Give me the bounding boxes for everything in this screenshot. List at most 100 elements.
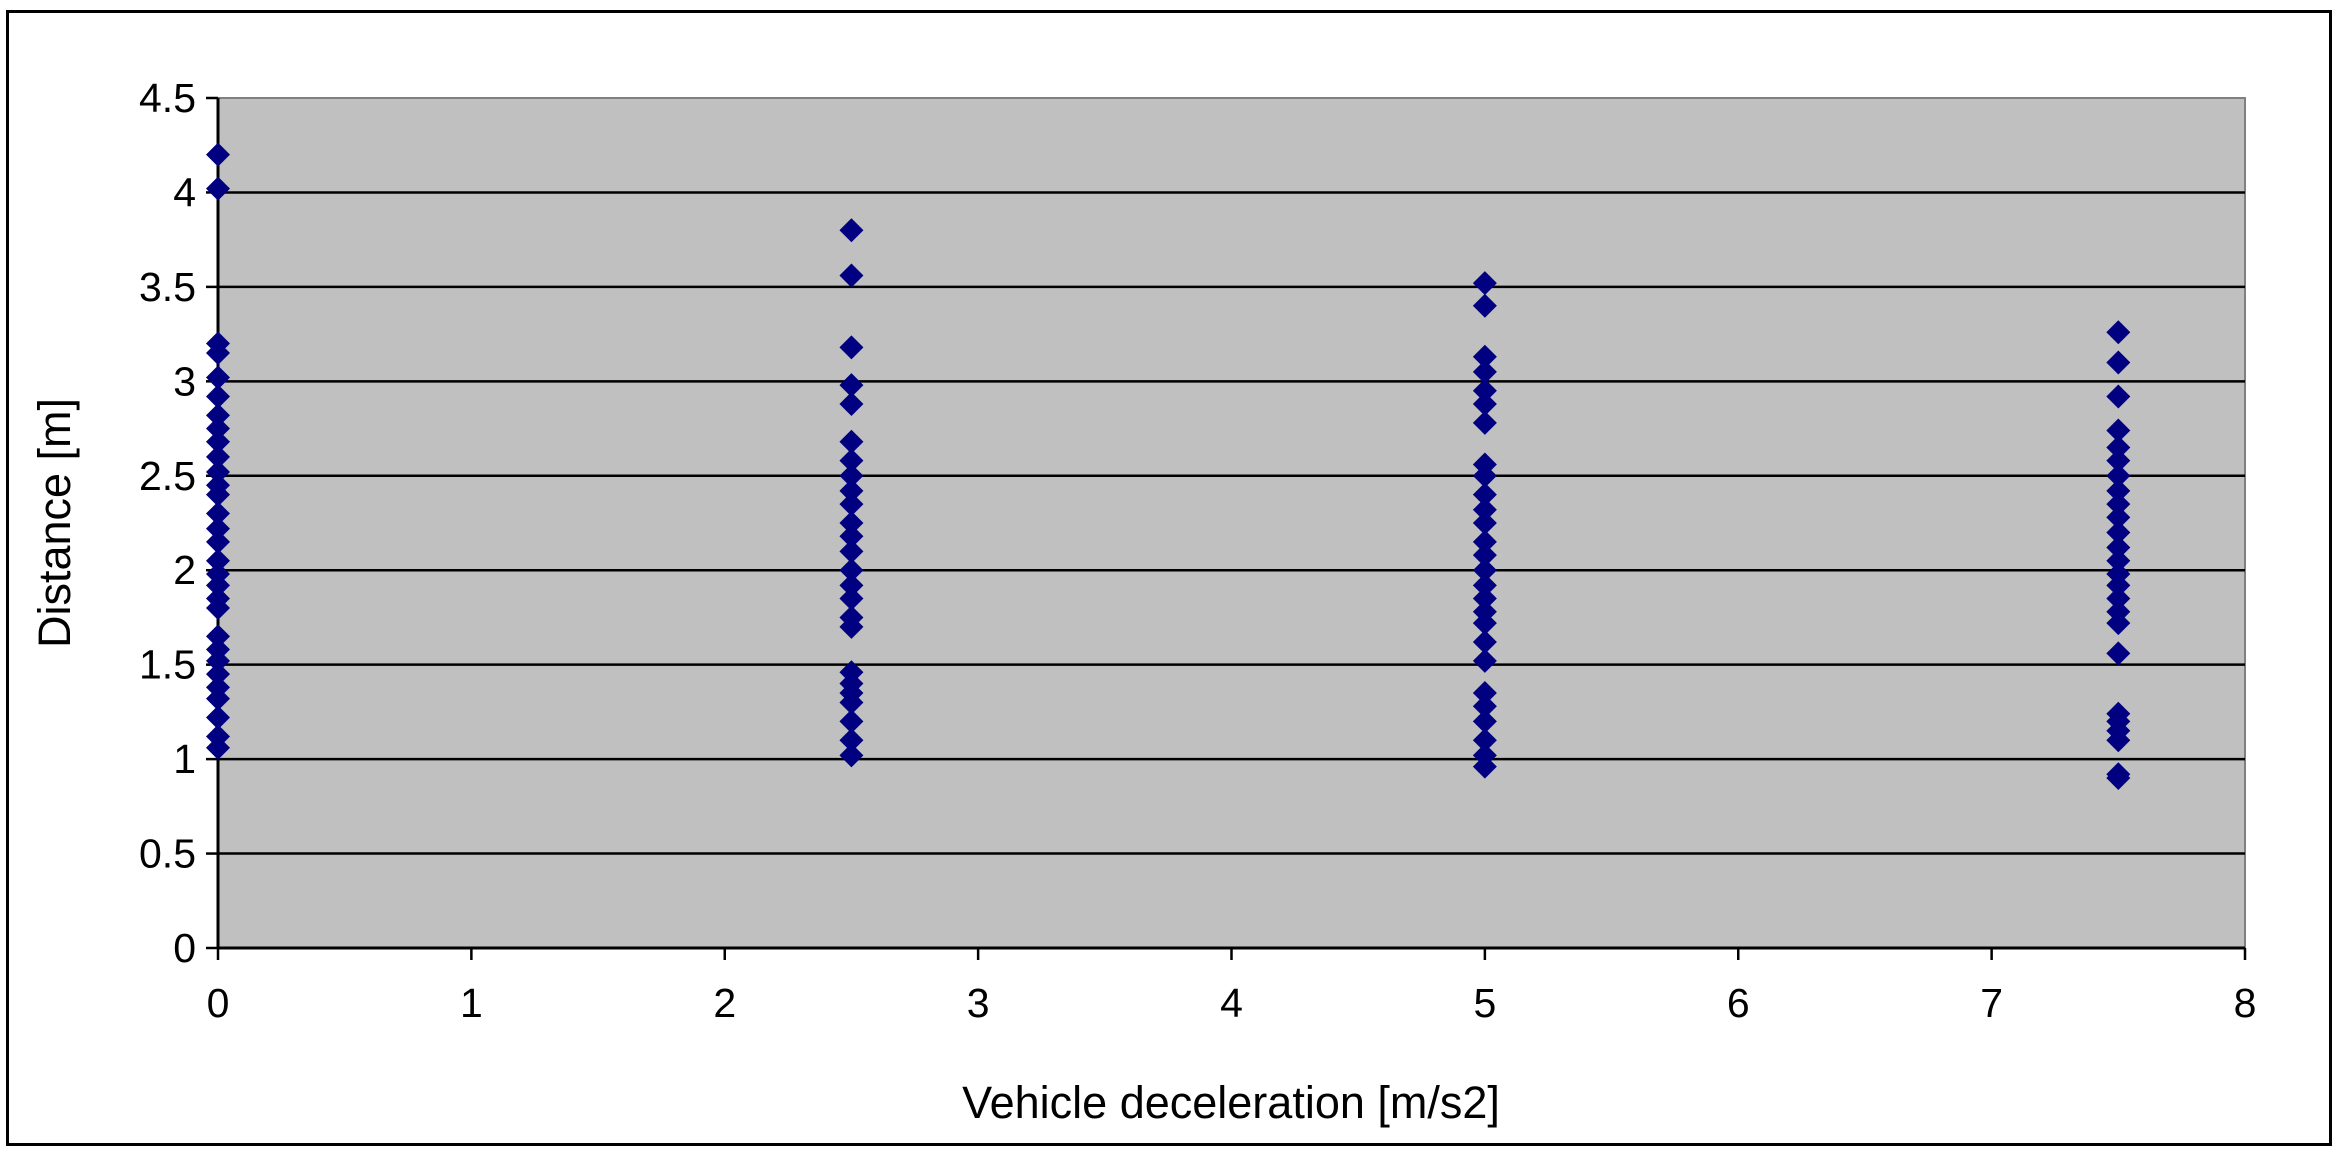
data-point [839,614,864,639]
data-point [206,444,230,469]
y-tick-label: 3.5 [139,264,196,310]
data-point [839,392,864,416]
data-point [839,492,864,517]
data-point [839,448,864,473]
data-point [2106,535,2131,560]
data-point [839,463,864,488]
data-point [2106,492,2131,517]
data-point [839,478,864,503]
x-axis-title: Vehicle deceleration [m/s2] [962,1077,1500,1128]
y-tick-labels: 0 0.5 1 1.5 2 2.5 3 3.5 4 4.5 [139,75,196,971]
data-point [1472,681,1497,705]
x-tick-label: 1 [460,980,483,1026]
data-point [206,573,230,598]
data-point [2106,505,2131,530]
y-tick-label: 0.5 [139,831,196,877]
x-tick-labels: 0 1 2 3 4 5 6 7 8 [207,980,2257,1026]
data-point [206,341,230,365]
data-point [1472,463,1497,488]
x-tick-label: 6 [1727,980,1750,1026]
data-point [2106,573,2131,598]
data-point [206,429,230,454]
data-point [839,728,864,753]
data-point [2106,548,2131,573]
data-point [1472,293,1497,318]
data-point [1472,482,1497,507]
data-point [1472,271,1497,296]
y-axis-title: Distance [m] [29,398,80,648]
y-tick-label: 1 [173,736,196,782]
data-point [1472,543,1497,568]
axes [206,96,2247,960]
data-point [839,429,864,454]
data-point [1472,754,1497,779]
data-point [1472,558,1497,583]
y-tick-label: 2.5 [139,453,196,499]
data-point [2106,641,2131,666]
data-point [206,529,230,554]
data-point [839,335,864,360]
data-point [839,558,864,583]
data-point [206,648,230,673]
data-point [206,735,230,760]
y-tick-label: 3 [173,358,196,404]
data-point [1472,694,1497,719]
data-point [2106,448,2131,473]
x-tick-label: 5 [1473,980,1496,1026]
y-tick-label: 4 [173,169,196,215]
x-tick-label: 3 [967,980,990,1026]
x-tick-label: 8 [2234,980,2257,1026]
data-point [206,516,230,541]
x-tick-label: 7 [1980,980,2003,1026]
data-point [206,624,230,649]
data-point [2106,520,2131,545]
data-point [1472,586,1497,611]
data-point [839,709,864,734]
data-point [839,263,864,288]
y-tick-label: 0 [173,925,196,971]
data-point [1472,392,1497,416]
data-point [2106,728,2131,753]
data-point [1472,359,1497,384]
data-point [206,482,230,507]
data-point [1472,410,1497,435]
data-point [206,501,230,526]
data-point [1472,728,1497,753]
data-point [1472,378,1497,403]
data-point [206,662,230,687]
x-tick-label: 4 [1220,980,1243,1026]
data-point [206,596,230,620]
data-point [206,548,230,573]
data-point [1472,344,1497,369]
y-tick-label: 2 [173,547,196,593]
data-point [2106,350,2131,375]
data-point [1472,511,1497,535]
data-point [206,686,230,711]
data-point [1472,630,1497,654]
data-point [206,384,230,409]
y-tick-label: 4.5 [139,75,196,121]
data-point [839,743,864,768]
data-point [839,373,864,398]
y-tick-label: 1.5 [139,642,196,688]
data-point [1472,573,1497,598]
data-point [206,176,230,201]
data-point [1472,648,1497,673]
data-point [206,705,230,730]
data-point [206,460,230,484]
data-point [1472,611,1497,636]
data-point [2106,320,2131,345]
data-point [206,403,230,428]
x-tick-label: 2 [713,980,736,1026]
data-point [2106,384,2131,409]
plot-area [217,97,2246,949]
data-point [2106,418,2131,443]
data-points [206,142,2131,790]
data-point [839,539,864,564]
data-point [839,524,864,549]
data-point [206,142,230,167]
data-point [839,573,864,598]
data-point [2106,586,2131,611]
data-point [2106,435,2131,460]
x-tick-label: 0 [207,980,230,1026]
